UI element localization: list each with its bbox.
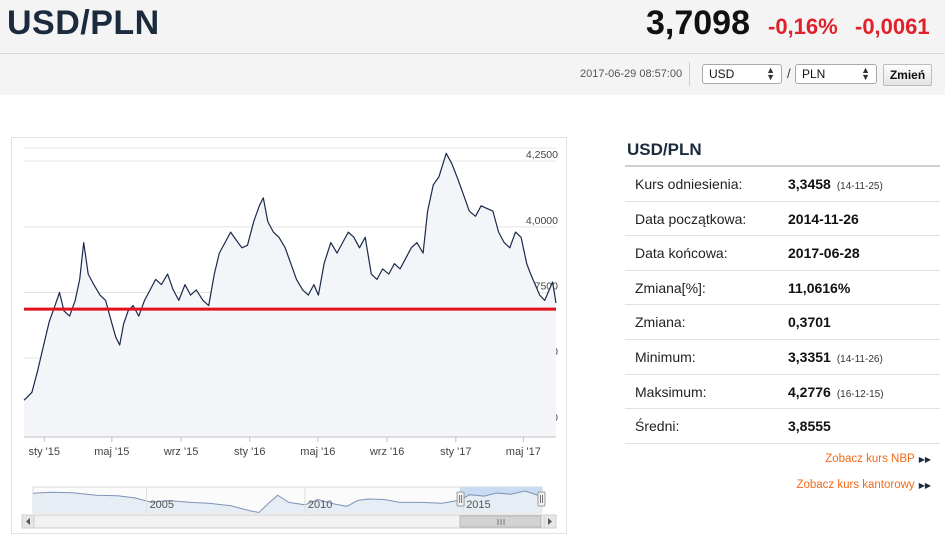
nbp-rate-link[interactable]: Zobacz kurs NBP ▶▶ [825,453,931,465]
series-line [23,152,557,401]
navigator-label: 2010 [308,499,332,511]
stats-value: 3,3458 (14-11-25) [788,176,883,192]
stats-label: Zmiana[%]: [635,279,706,296]
stats-row: Zmiana[%]: 11,0616% [625,271,940,306]
change-absolute: -0,0061 [855,14,930,39]
select-arrows-icon: ▲ ▼ [766,65,775,82]
x-tick-label: maj '17 [506,446,541,458]
navigator-handle [537,491,546,507]
to-currency-select[interactable]: PLN ▲ ▼ [795,64,877,84]
change-percent: -0,16% [768,14,838,39]
arrow-left-icon [26,518,30,525]
stats-row: Zmiana: 0,3701 [625,305,940,340]
stats-row: Minimum: 3,3351 (14-11-26) [625,340,940,375]
currency-separator: / [787,66,791,81]
info-title: USD/PLN [627,140,702,159]
toolbar-separator [689,62,690,86]
change-pair-button[interactable]: Zmień [883,64,932,86]
x-tick-label: sty '17 [440,446,471,458]
stats-label: Średni: [635,418,680,435]
stats-value: 4,2776 (16-12-15) [788,383,884,400]
y-tick-label: 4,2500 [526,149,558,161]
stats-row: Data początkowa: 2014-11-26 [625,202,940,237]
stats-value: 2017-06-28 [788,245,860,262]
navigator-label: 2015 [466,499,490,511]
stats-label: Maksimum: [635,383,707,400]
stats-note: (14-11-26) [836,353,883,365]
stats-value: 0,3701 [788,314,831,331]
stats-row: Data końcowa: 2017-06-28 [625,236,940,271]
stats-value: 11,0616% [788,279,851,296]
x-tick-label: sty '15 [29,446,60,458]
x-tick-label: sty '16 [234,446,265,458]
scrollbar-thumb [459,515,542,528]
stats-row: Średni: 3,8555 [625,409,940,444]
navigator-handle [456,491,465,507]
y-tick-label: 4,0000 [526,215,558,227]
info-title-underline [625,165,940,167]
to-currency-value: PLN [802,67,826,81]
stats-label: Data początkowa: [635,210,747,227]
stats-table: Kurs odniesienia: 3,3458 (14-11-25) Data … [625,167,940,444]
from-currency-select[interactable]: USD ▲ ▼ [702,64,782,84]
stats-note: (16-12-15) [836,388,884,400]
navigator-label: 2005 [150,499,174,511]
stats-row: Kurs odniesienia: 3,3458 (14-11-25) [625,167,940,202]
stats-label: Zmiana: [635,314,686,331]
double-arrow-icon: ▶▶ [918,455,931,464]
stats-value: 2014-11-26 [788,210,859,227]
stats-value: 3,3351 (14-11-26) [788,348,883,365]
quote-header: USD/PLN 3,7098 -0,16% -0,0061 2017-06-29… [0,0,945,95]
from-currency-value: USD [709,67,735,81]
arrow-right-icon [548,518,552,525]
x-tick-label: maj '15 [94,446,129,458]
stats-note: (14-11-25) [836,181,883,192]
x-tick-label: wrz '15 [163,446,199,458]
x-tick-label: maj '16 [300,446,335,458]
current-rate: 3,7098 [646,4,750,42]
pair-title: USD/PLN [7,4,160,42]
quote-timestamp: 2017-06-29 08:57:00 [580,68,683,80]
header-divider [0,53,945,54]
series-area [24,153,556,438]
select-arrows-icon: ▲ ▼ [861,65,870,82]
exchange-office-rate-link[interactable]: Zobacz kurs kantorowy ▶▶ [796,479,931,491]
stats-value: 3,8555 [788,418,831,435]
double-arrow-icon: ▶▶ [918,481,931,490]
stats-row: Maksimum: 4,2776 (16-12-15) [625,375,940,410]
stats-label: Data końcowa: [635,245,728,262]
x-tick-label: wrz '16 [369,446,405,458]
stats-label: Kurs odniesienia: [635,176,743,192]
stats-label: Minimum: [635,348,696,365]
